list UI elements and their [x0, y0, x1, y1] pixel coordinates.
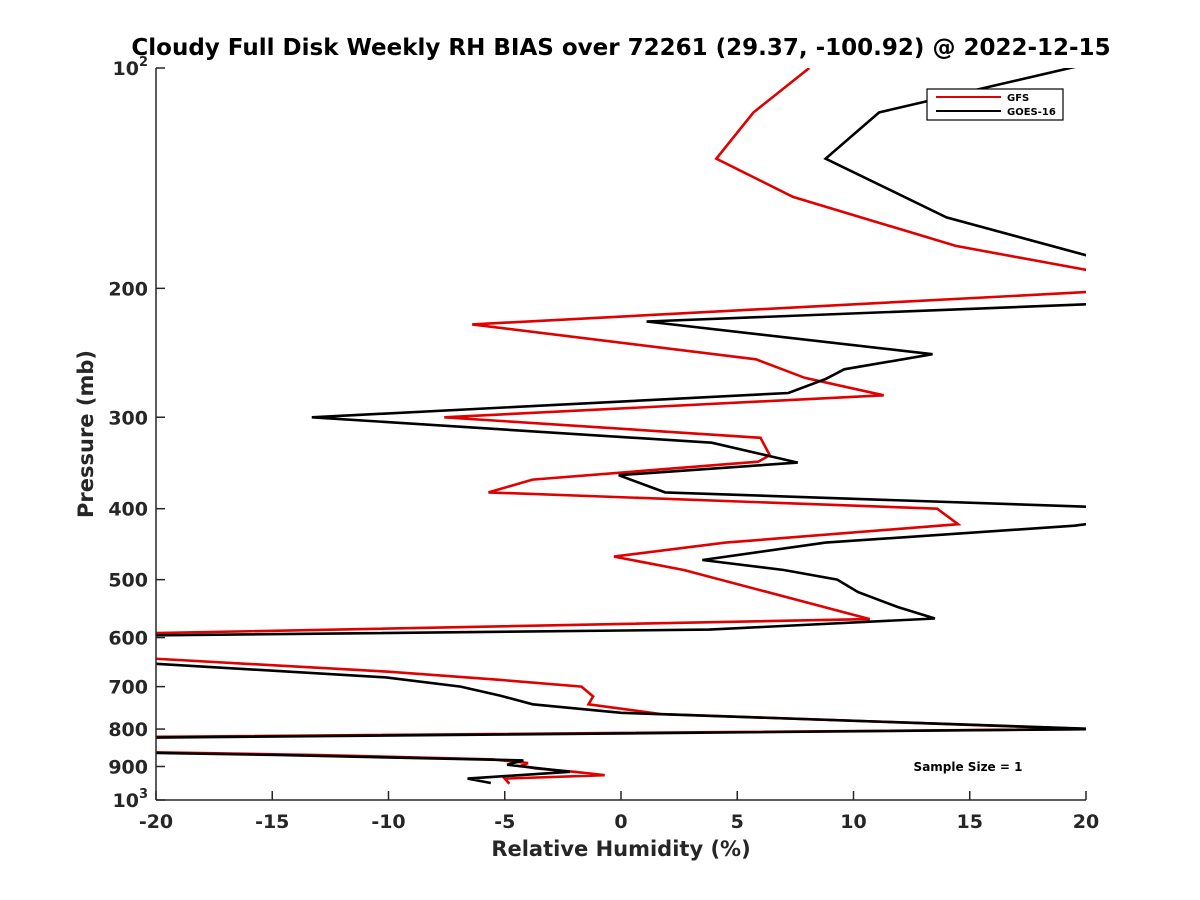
series-lines — [156, 68, 1086, 785]
chart-title: Cloudy Full Disk Weekly RH BIAS over 722… — [131, 35, 1110, 61]
x-tick-label: -15 — [255, 811, 289, 833]
y-tick-label: 400 — [108, 499, 148, 521]
x-tick-label: -20 — [139, 811, 173, 833]
y-axis-ticks: 102 200 300 400 500 600 700 800 900 103 — [108, 55, 165, 812]
series-line-goes16 — [156, 68, 1086, 785]
x-axis-ticks: -20 -15 -10 -5 0 5 10 15 20 — [139, 791, 1099, 833]
x-tick-label: 15 — [957, 811, 983, 833]
x-tick-label: -5 — [494, 811, 515, 833]
legend-label-goes16: GOES-16 — [1007, 107, 1056, 118]
legend-box — [926, 88, 1064, 121]
y-tick-label: 600 — [108, 628, 148, 650]
y-tick-label: 500 — [108, 570, 148, 592]
plot-area — [156, 68, 1086, 800]
y-tick-label: 800 — [108, 719, 148, 741]
x-tick-label: -10 — [371, 811, 405, 833]
y-tick-label: 300 — [108, 407, 148, 429]
sample-size-annotation: Sample Size = 1 — [914, 760, 1023, 774]
y-tick-label: 900 — [108, 757, 148, 779]
x-axis-label: Relative Humidity (%) — [491, 837, 750, 861]
y-axis-label: Pressure (mb) — [74, 350, 98, 518]
y-tick-label: 103 — [113, 787, 149, 812]
legend-label-gfs: GFS — [1007, 93, 1029, 104]
legend: GFS GOES-16 — [926, 88, 1064, 121]
y-tick-label: 700 — [108, 677, 148, 699]
x-tick-label: 20 — [1073, 811, 1099, 833]
x-tick-label: 5 — [731, 811, 744, 833]
x-tick-label: 10 — [840, 811, 866, 833]
x-tick-label: 0 — [614, 811, 627, 833]
y-tick-label: 102 — [113, 55, 149, 80]
y-tick-label: 200 — [108, 278, 148, 300]
